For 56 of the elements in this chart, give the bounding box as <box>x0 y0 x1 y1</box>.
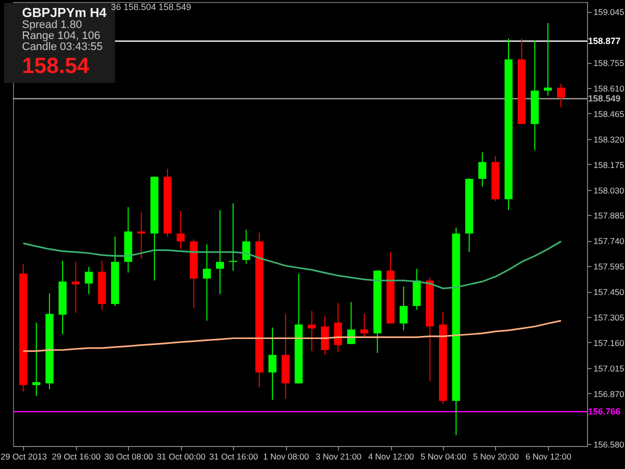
candlestick <box>229 202 238 272</box>
y-tick-label: 157.885 <box>594 210 624 221</box>
annotation: 158.54 <box>22 53 90 79</box>
y-tick-label: 157.305 <box>594 312 624 323</box>
y-tick-label: 158.755 <box>594 58 624 68</box>
y-tick-label: 158.030 <box>594 185 624 196</box>
ref-line-label: 158.549 <box>588 94 621 104</box>
y-tick-label: 157.595 <box>594 262 624 272</box>
candlestick <box>308 310 316 352</box>
candlestick <box>400 286 408 331</box>
candlestick <box>544 22 552 96</box>
chart-title: GBPJPYm H4 <box>22 5 107 20</box>
y-tick-label: 158.175 <box>594 160 624 170</box>
candlestick <box>478 152 486 188</box>
line-series <box>22 240 562 290</box>
x-tick-label: 29 Oct 2013 <box>0 452 48 462</box>
x-tick-label: 5 Nov 04:00 <box>420 452 467 462</box>
x-tick-label: 3 Nov 21:00 <box>316 452 362 462</box>
candlestick <box>176 210 185 250</box>
candlestick <box>216 210 224 295</box>
x-tick-label: 5 Nov 20:00 <box>473 452 520 462</box>
x-tick-label: 6 Nov 12:00 <box>525 452 572 462</box>
y-tick-label: 158.610 <box>594 83 624 94</box>
candlestick <box>72 261 80 314</box>
candlestick <box>84 266 93 295</box>
x-tick-label: 29 Oct 16:00 <box>52 452 101 462</box>
x-tick-label: 30 Oct 08:00 <box>104 452 154 462</box>
x-tick-label: 1 Nov 08:00 <box>263 452 310 462</box>
x-tick-label: 31 Oct 00:00 <box>156 452 206 462</box>
x-tick-label: 31 Oct 16:00 <box>209 452 258 462</box>
y-tick-label: 156.580 <box>594 440 624 450</box>
ref-line-label: 156.766 <box>588 406 621 417</box>
ref-line-label: 158.877 <box>588 36 621 46</box>
candlestick <box>334 302 342 352</box>
y-tick-label: 157.160 <box>594 338 624 348</box>
candlestick <box>202 244 211 322</box>
candlestick <box>137 212 146 260</box>
y-tick-label: 157.450 <box>594 287 624 298</box>
candlestick <box>242 229 250 264</box>
y-tick-label: 157.015 <box>594 363 624 374</box>
line-series <box>22 320 562 352</box>
candlestick <box>320 315 329 356</box>
y-tick-label: 157.740 <box>594 236 624 246</box>
y-tick-label: 156.870 <box>594 388 624 399</box>
candlestick <box>557 83 566 108</box>
annotation: Candle 03:43:55 <box>22 41 104 53</box>
y-tick-label: 158.320 <box>594 134 624 144</box>
candlestick <box>32 322 40 396</box>
annotation: 36 158.504 158.549 <box>111 2 192 12</box>
x-tick-label: 4 Nov 12:00 <box>368 452 414 462</box>
candlestick <box>360 313 368 337</box>
candlestick <box>268 327 276 400</box>
annotation: Spread 1.80 <box>22 19 83 31</box>
annotation: Range 104, 106 <box>22 30 102 42</box>
y-tick-label: 159.045 <box>594 7 624 18</box>
y-tick-label: 158.465 <box>594 108 624 119</box>
